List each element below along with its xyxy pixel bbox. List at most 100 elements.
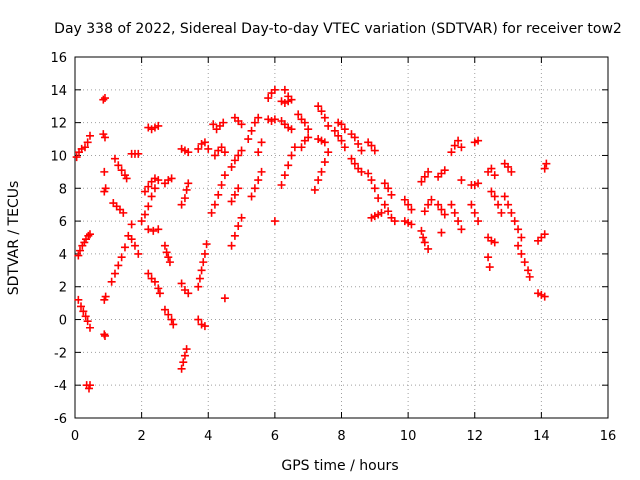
data-point: [350, 133, 359, 142]
data-point: [200, 138, 209, 147]
data-point: [182, 345, 191, 354]
data-point: [85, 323, 94, 332]
series-s69: [457, 176, 466, 185]
data-point: [440, 166, 449, 175]
data-point: [420, 207, 429, 216]
series-s64: [434, 200, 449, 219]
data-point: [83, 317, 92, 326]
data-point: [167, 174, 176, 183]
data-point: [83, 138, 92, 147]
series-s42: [277, 116, 296, 134]
data-point: [127, 220, 136, 229]
data-point: [169, 320, 178, 329]
data-point: [195, 274, 204, 283]
series-s67: [447, 136, 466, 157]
data-point: [280, 85, 289, 94]
data-point: [244, 135, 253, 144]
series-s81: [534, 289, 549, 301]
data-point: [254, 148, 263, 157]
data-point: [427, 195, 436, 204]
series-s23: [177, 345, 191, 373]
series-s43: [277, 95, 296, 107]
data-point: [310, 185, 319, 194]
series-s46: [297, 133, 313, 152]
y-tick-label: 2: [59, 281, 67, 296]
series-s10: [110, 154, 131, 183]
data-point: [520, 258, 529, 267]
y-tick-label: 0: [59, 314, 67, 329]
data-point: [270, 217, 279, 226]
data-point: [127, 235, 136, 244]
data-point: [184, 289, 193, 298]
data-point: [510, 217, 519, 226]
data-point: [122, 174, 131, 183]
data-point: [110, 269, 119, 278]
data-point: [380, 179, 389, 188]
data-point: [474, 179, 483, 188]
series-s15: [144, 269, 164, 298]
series-s60: [400, 217, 416, 229]
y-tick-label: 16: [50, 51, 67, 66]
data-point: [487, 187, 496, 196]
series-s25: [194, 138, 213, 153]
data-point: [214, 190, 223, 199]
data-point: [177, 364, 186, 373]
series-s12: [137, 176, 163, 226]
data-point: [387, 190, 396, 199]
x-tick-label: 12: [466, 429, 483, 444]
series-s37: [254, 138, 266, 157]
data-point: [100, 187, 109, 196]
data-point: [377, 208, 386, 217]
data-point: [217, 180, 226, 189]
data-point: [84, 231, 93, 240]
data-point: [79, 307, 88, 316]
data-point: [454, 136, 463, 145]
series-s01: [72, 131, 94, 162]
data-point: [177, 200, 186, 209]
data-point: [474, 217, 483, 226]
series-s35: [244, 113, 263, 144]
series-s63: [420, 195, 436, 216]
data-point: [227, 241, 236, 250]
data-point: [160, 305, 169, 314]
series-s75: [487, 187, 506, 217]
data-point: [420, 172, 429, 181]
series-s44: [280, 85, 293, 101]
data-point: [234, 222, 243, 231]
data-point: [154, 284, 163, 293]
data-point: [497, 208, 506, 217]
series-s49: [314, 135, 329, 147]
series-s29: [210, 143, 229, 160]
data-point: [149, 226, 158, 235]
series-s48: [314, 102, 333, 130]
data-point: [304, 133, 313, 142]
data-point: [525, 272, 534, 281]
data-point: [154, 121, 163, 130]
data-point: [324, 148, 333, 157]
data-point: [257, 138, 266, 147]
data-point: [165, 258, 174, 267]
data-point: [457, 225, 466, 234]
data-point: [370, 146, 379, 155]
series-s59: [400, 195, 416, 214]
data-point: [524, 266, 533, 275]
series-s56: [367, 208, 386, 222]
data-point: [250, 184, 259, 193]
data-point: [374, 194, 383, 203]
data-point: [72, 153, 81, 162]
data-point: [150, 174, 159, 183]
data-point: [237, 213, 246, 222]
data-point: [280, 171, 289, 180]
data-point: [184, 148, 193, 157]
data-point: [99, 95, 108, 104]
data-point: [100, 133, 109, 142]
data-point: [334, 131, 343, 140]
data-point: [457, 176, 466, 185]
data-point: [219, 118, 228, 127]
data-point: [101, 292, 110, 301]
data-point: [257, 167, 266, 176]
series-s05: [99, 94, 109, 104]
series-s71: [467, 179, 483, 189]
data-point: [202, 240, 211, 249]
data-point: [504, 162, 513, 171]
